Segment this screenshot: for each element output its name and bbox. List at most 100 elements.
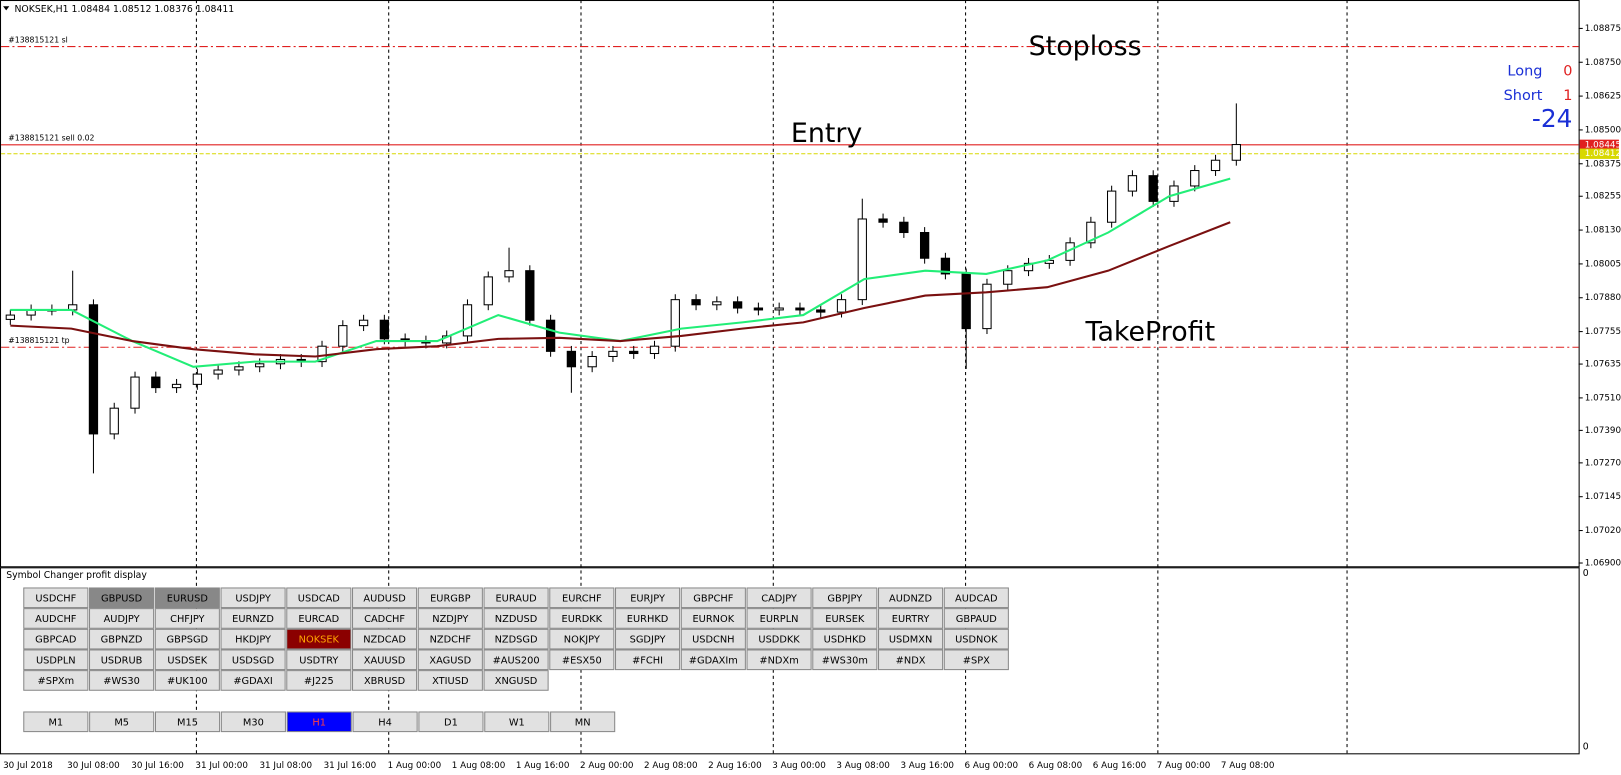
- button[interactable]: [23, 587, 89, 609]
- button-label[interactable]: EURNZD: [232, 614, 274, 625]
- button-label[interactable]: NZDCAD: [363, 635, 406, 646]
- button[interactable]: [878, 628, 944, 650]
- button-label[interactable]: XNGUSD: [495, 676, 538, 687]
- button[interactable]: [483, 587, 549, 609]
- button[interactable]: [746, 628, 812, 650]
- button[interactable]: [89, 670, 155, 691]
- button-label[interactable]: NOKJPY: [564, 635, 600, 646]
- button-label[interactable]: USDRUB: [101, 655, 143, 666]
- button-label[interactable]: USDCNH: [692, 635, 734, 646]
- button[interactable]: [812, 628, 878, 650]
- button-label[interactable]: EURTRY: [892, 614, 930, 625]
- button[interactable]: [943, 649, 1009, 671]
- button[interactable]: [286, 628, 352, 650]
- button[interactable]: [286, 711, 352, 733]
- button[interactable]: [549, 587, 615, 609]
- button[interactable]: [286, 670, 352, 691]
- button[interactable]: [352, 670, 418, 691]
- menu-arrow[interactable]: [3, 6, 10, 11]
- button-label[interactable]: #J225: [304, 676, 334, 687]
- button[interactable]: [286, 587, 352, 609]
- button-label[interactable]: AUDNZD: [889, 593, 932, 604]
- button-label[interactable]: H1: [312, 717, 326, 728]
- button-label[interactable]: XBRUSD: [364, 676, 405, 687]
- button-label[interactable]: SGDJPY: [630, 635, 666, 646]
- button-label[interactable]: AUDUSD: [363, 593, 405, 604]
- button[interactable]: [812, 649, 878, 671]
- button-label[interactable]: USDTRY: [299, 655, 338, 666]
- button[interactable]: [286, 649, 352, 671]
- button-label[interactable]: HKDJPY: [235, 635, 271, 646]
- button-label[interactable]: #WS30m: [822, 655, 868, 666]
- button-label[interactable]: #GDAXIm: [689, 655, 738, 666]
- button[interactable]: [220, 649, 286, 671]
- button-label[interactable]: USDJPY: [235, 593, 271, 604]
- button-label[interactable]: EURDKK: [562, 614, 603, 625]
- button[interactable]: [483, 670, 549, 691]
- button[interactable]: [746, 649, 812, 671]
- button[interactable]: [417, 587, 483, 609]
- button[interactable]: [417, 670, 483, 691]
- button[interactable]: [286, 608, 352, 629]
- button-label[interactable]: USDCHF: [35, 593, 76, 604]
- button-label[interactable]: USDCAD: [298, 593, 340, 604]
- button[interactable]: [220, 628, 286, 650]
- button-label[interactable]: GBPAUD: [956, 614, 997, 625]
- button[interactable]: [89, 587, 155, 609]
- button-label[interactable]: GBPCAD: [35, 635, 76, 646]
- button-label[interactable]: NOKSEK: [299, 635, 340, 646]
- button[interactable]: [352, 628, 418, 650]
- button-label[interactable]: M30: [243, 717, 264, 728]
- button[interactable]: [23, 649, 89, 671]
- button[interactable]: [89, 649, 155, 671]
- button[interactable]: [417, 608, 483, 629]
- button[interactable]: [746, 608, 812, 629]
- button-label[interactable]: GBPUSD: [101, 593, 142, 604]
- button-label[interactable]: XTIUSD: [432, 676, 468, 687]
- button-label[interactable]: CADJPY: [761, 593, 797, 604]
- button[interactable]: [220, 608, 286, 629]
- button-label[interactable]: GBPNZD: [101, 635, 143, 646]
- button-label[interactable]: #NDXm: [759, 655, 798, 666]
- button[interactable]: [943, 587, 1009, 609]
- button[interactable]: [154, 628, 220, 650]
- button-label[interactable]: XAUUSD: [364, 655, 406, 666]
- button[interactable]: [483, 649, 549, 671]
- button-label[interactable]: H4: [378, 717, 392, 728]
- button[interactable]: [484, 711, 550, 733]
- button[interactable]: [943, 608, 1009, 629]
- button-label[interactable]: NZDUSD: [495, 614, 538, 625]
- button[interactable]: [89, 608, 155, 629]
- button-label[interactable]: USDSGD: [232, 655, 274, 666]
- button[interactable]: [220, 670, 286, 691]
- button-label[interactable]: XAGUSD: [429, 655, 471, 666]
- button[interactable]: [878, 608, 944, 629]
- button-label[interactable]: EURNOK: [692, 614, 734, 625]
- button[interactable]: [23, 670, 89, 691]
- button-label[interactable]: EURCAD: [298, 614, 339, 625]
- button[interactable]: [89, 711, 155, 733]
- button-label[interactable]: EURSEK: [825, 614, 865, 625]
- button[interactable]: [352, 608, 418, 629]
- button[interactable]: [878, 587, 944, 609]
- button-label[interactable]: GBPJPY: [827, 593, 862, 604]
- button-label[interactable]: EURJPY: [630, 593, 665, 604]
- button-label[interactable]: EURUSD: [167, 593, 208, 604]
- button-label[interactable]: EURPLN: [760, 614, 799, 625]
- button[interactable]: [220, 711, 286, 733]
- button[interactable]: [154, 587, 220, 609]
- button-label[interactable]: W1: [509, 717, 525, 728]
- button[interactable]: [23, 608, 89, 629]
- button-label[interactable]: M1: [48, 717, 63, 728]
- button-label[interactable]: M5: [114, 717, 129, 728]
- button-label[interactable]: AUDCAD: [955, 593, 998, 604]
- button[interactable]: [746, 587, 812, 609]
- button[interactable]: [549, 649, 615, 671]
- button[interactable]: [417, 649, 483, 671]
- button-label[interactable]: USDHKD: [824, 635, 866, 646]
- button-label[interactable]: USDMXN: [889, 635, 932, 646]
- button[interactable]: [23, 628, 89, 650]
- button[interactable]: [615, 587, 681, 609]
- button-label[interactable]: EURGBP: [430, 593, 470, 604]
- button-label[interactable]: NZDCHF: [430, 635, 472, 646]
